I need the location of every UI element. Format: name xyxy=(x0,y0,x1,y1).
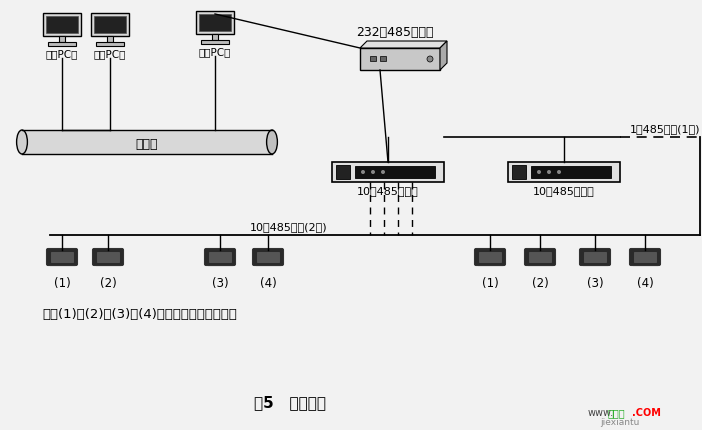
Text: 以太网: 以太网 xyxy=(135,137,158,150)
FancyBboxPatch shape xyxy=(107,37,114,43)
Text: 客户PC机: 客户PC机 xyxy=(46,49,78,58)
Text: jiexiantu: jiexiantu xyxy=(600,417,640,426)
FancyBboxPatch shape xyxy=(97,252,119,262)
FancyBboxPatch shape xyxy=(531,166,611,178)
Text: 注：(1)、(2)、(3)、(4)表示四种单片机节点。: 注：(1)、(2)、(3)、(4)表示四种单片机节点。 xyxy=(42,307,237,320)
Text: 继续图: 继续图 xyxy=(608,407,625,417)
FancyBboxPatch shape xyxy=(475,249,505,266)
Circle shape xyxy=(537,171,541,175)
Circle shape xyxy=(557,171,561,175)
FancyBboxPatch shape xyxy=(211,35,218,41)
FancyBboxPatch shape xyxy=(370,57,376,62)
FancyBboxPatch shape xyxy=(58,37,65,43)
FancyBboxPatch shape xyxy=(360,49,440,71)
Text: 10口485集线器: 10口485集线器 xyxy=(357,186,419,196)
FancyBboxPatch shape xyxy=(209,252,231,262)
Text: 10路485总线(2级): 10路485总线(2级) xyxy=(249,221,327,231)
Ellipse shape xyxy=(17,131,27,155)
FancyBboxPatch shape xyxy=(201,41,229,45)
FancyBboxPatch shape xyxy=(524,249,555,266)
Text: 通信PC机: 通信PC机 xyxy=(199,47,231,57)
Text: 客户PC机: 客户PC机 xyxy=(94,49,126,58)
FancyBboxPatch shape xyxy=(332,163,444,183)
Text: (1): (1) xyxy=(482,276,498,289)
Text: www.: www. xyxy=(588,407,614,417)
Circle shape xyxy=(371,171,375,175)
FancyBboxPatch shape xyxy=(479,252,501,262)
FancyBboxPatch shape xyxy=(253,249,284,266)
Polygon shape xyxy=(440,42,447,71)
Ellipse shape xyxy=(267,131,277,155)
Text: 10口485集线器: 10口485集线器 xyxy=(533,186,595,196)
FancyBboxPatch shape xyxy=(196,12,234,35)
Circle shape xyxy=(547,171,551,175)
FancyBboxPatch shape xyxy=(46,249,77,266)
Text: (2): (2) xyxy=(531,276,548,289)
Text: (3): (3) xyxy=(587,276,603,289)
FancyBboxPatch shape xyxy=(93,249,124,266)
FancyBboxPatch shape xyxy=(529,252,551,262)
FancyBboxPatch shape xyxy=(48,43,76,47)
Polygon shape xyxy=(360,42,447,49)
FancyBboxPatch shape xyxy=(91,14,129,37)
FancyBboxPatch shape xyxy=(380,57,386,62)
Text: .COM: .COM xyxy=(632,407,661,417)
Circle shape xyxy=(427,57,433,63)
FancyBboxPatch shape xyxy=(199,15,231,32)
FancyBboxPatch shape xyxy=(257,252,279,262)
FancyBboxPatch shape xyxy=(22,131,272,155)
Text: (1): (1) xyxy=(53,276,70,289)
FancyBboxPatch shape xyxy=(634,252,656,262)
Text: (4): (4) xyxy=(637,276,654,289)
Text: (2): (2) xyxy=(100,276,117,289)
Text: (3): (3) xyxy=(212,276,228,289)
Text: 1路485总线(1级): 1路485总线(1级) xyxy=(630,124,700,134)
FancyBboxPatch shape xyxy=(630,249,661,266)
FancyBboxPatch shape xyxy=(51,252,73,262)
FancyBboxPatch shape xyxy=(46,17,78,34)
Circle shape xyxy=(361,171,365,175)
FancyBboxPatch shape xyxy=(336,166,350,180)
FancyBboxPatch shape xyxy=(512,166,526,180)
Text: 232－485转换器: 232－485转换器 xyxy=(356,26,434,39)
FancyBboxPatch shape xyxy=(508,163,620,183)
FancyBboxPatch shape xyxy=(94,17,126,34)
FancyBboxPatch shape xyxy=(355,166,435,178)
Circle shape xyxy=(381,171,385,175)
FancyBboxPatch shape xyxy=(584,252,606,262)
FancyBboxPatch shape xyxy=(96,43,124,47)
FancyBboxPatch shape xyxy=(204,249,235,266)
Text: (4): (4) xyxy=(260,276,277,289)
FancyBboxPatch shape xyxy=(43,14,81,37)
Text: 图5   系统结构: 图5 系统结构 xyxy=(254,394,326,409)
FancyBboxPatch shape xyxy=(579,249,611,266)
